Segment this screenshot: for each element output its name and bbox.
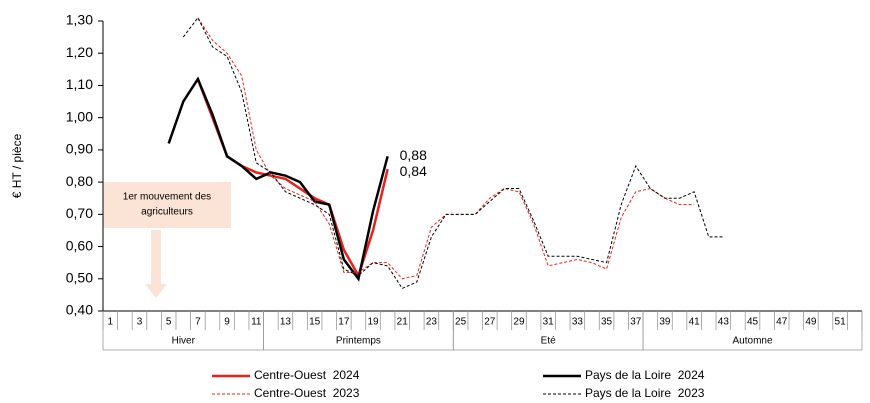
x-tick-label: 9: [224, 317, 230, 328]
x-tick-label: 37: [630, 317, 642, 328]
x-tick-label: 5: [166, 317, 172, 328]
y-tick-label: 0,70: [66, 205, 93, 221]
y-tick-label: 1,00: [66, 108, 93, 124]
x-tick-label: 1: [108, 317, 114, 328]
legend-label: Pays de la Loire 2024: [585, 368, 705, 382]
x-tick-label: 15: [309, 317, 321, 328]
x-tick-label: 35: [601, 317, 613, 328]
x-tick-label: 7: [195, 317, 201, 328]
x-tick-label: 39: [659, 317, 671, 328]
x-tick-label: 13: [280, 317, 292, 328]
legend-label: Centre-Ouest 2023: [254, 386, 360, 400]
x-tick-label: 21: [397, 317, 409, 328]
legend-label: Pays de la Loire 2023: [585, 386, 705, 400]
x-tick-label: 33: [572, 317, 584, 328]
annotation-text: agriculteurs: [141, 207, 193, 218]
y-tick-label: 0,40: [66, 302, 93, 318]
season-label: Automne: [733, 336, 773, 347]
x-tick-label: 19: [367, 317, 379, 328]
y-tick-label: 0,80: [66, 173, 93, 189]
x-tick-label: 47: [776, 317, 788, 328]
y-tick-label: 1,20: [66, 44, 93, 60]
y-tick-label: 0,60: [66, 237, 93, 253]
legend-label: Centre-Ouest 2024: [254, 368, 360, 382]
series-line: [167, 76, 389, 282]
end-label: 0,84: [400, 163, 427, 179]
x-tick-label: 17: [338, 317, 350, 328]
y-tick-label: 0,50: [66, 269, 93, 285]
x-tick-label: 29: [513, 317, 525, 328]
x-tick-label: 11: [251, 317, 262, 328]
y-tick-label: 0,90: [66, 141, 93, 157]
x-tick-label: 43: [718, 317, 730, 328]
annotation-arrow: [145, 230, 167, 298]
x-tick-label: 51: [835, 317, 847, 328]
series-line: [196, 78, 389, 279]
series-line: [182, 16, 724, 290]
x-tick-label: 25: [455, 317, 467, 328]
x-tick-label: 49: [805, 317, 817, 328]
annotation-box: [103, 182, 231, 228]
y-axis-label: € HT / pièce: [10, 133, 24, 198]
x-tick-label: 27: [484, 317, 496, 328]
x-tick-label: 23: [426, 317, 438, 328]
season-label: Hiver: [172, 336, 196, 347]
season-label: Printemps: [336, 336, 381, 347]
x-tick-label: 41: [689, 317, 701, 328]
x-tick-label: 3: [137, 317, 143, 328]
season-label: Eté: [541, 336, 556, 347]
x-tick-label: 45: [747, 317, 759, 328]
end-label: 0,88: [400, 147, 427, 163]
annotation-text: 1er mouvement des: [123, 192, 211, 203]
y-tick-label: 1,30: [66, 12, 93, 28]
x-tick-label: 31: [543, 317, 555, 328]
y-tick-label: 1,10: [66, 76, 93, 92]
series-line: [197, 17, 695, 280]
